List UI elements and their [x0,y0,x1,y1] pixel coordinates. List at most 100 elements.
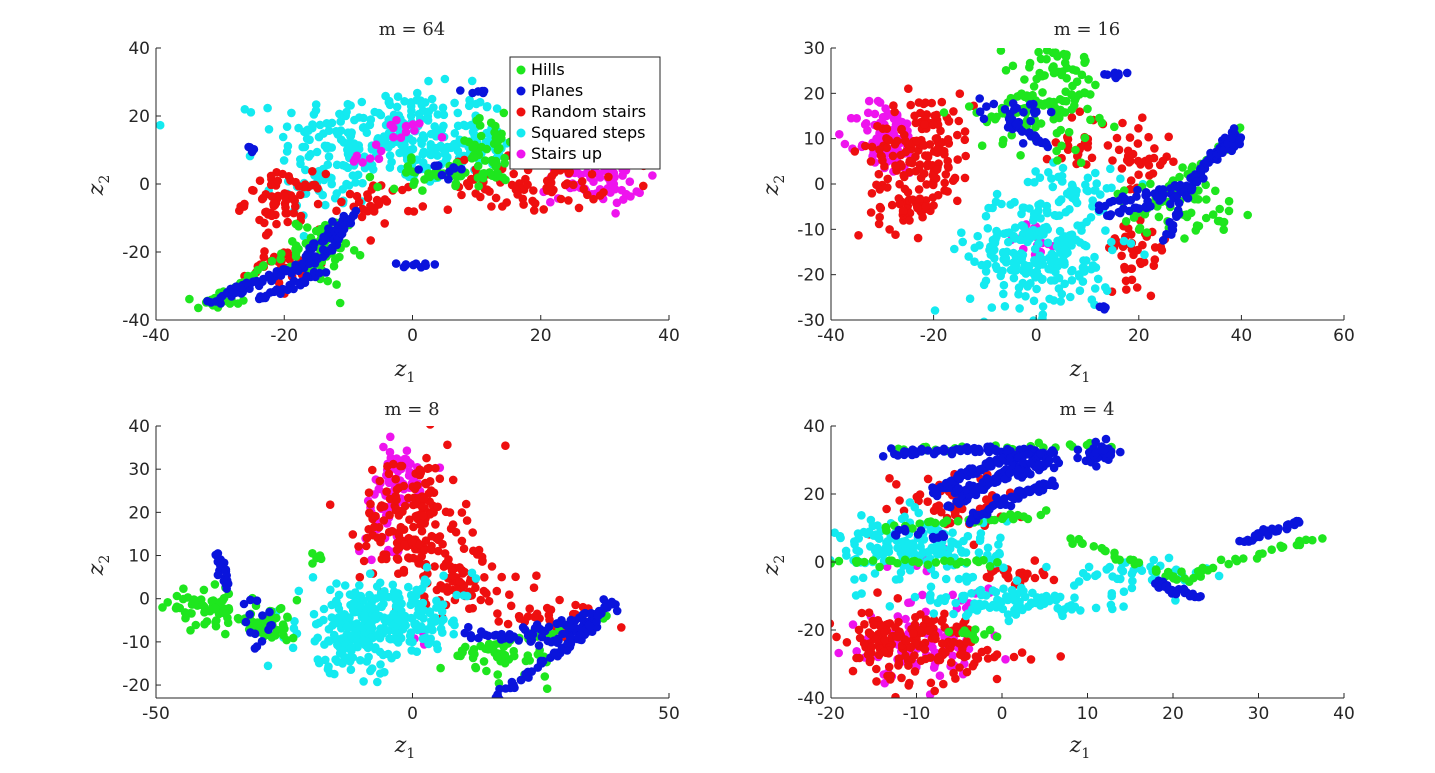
point-random-stairs [943,187,952,196]
point-planes [1274,524,1283,533]
point-random-stairs [874,169,884,179]
point-random-stairs [928,120,938,130]
point-stairs-up [918,590,927,600]
point-planes [1091,437,1100,447]
point-squared-steps [1022,322,1031,331]
point-hills [1071,66,1081,75]
point-squared-steps [416,586,425,595]
point-random-stairs [398,185,407,195]
point-random-stairs [491,193,501,203]
point-squared-steps [1069,581,1079,590]
x-tick-label: 0 [1031,326,1042,346]
point-random-stairs [887,200,897,210]
point-random-stairs [899,171,908,180]
point-random-stairs [1009,652,1019,662]
point-hills [473,161,483,171]
point-hills [868,556,878,565]
point-squared-steps [1083,186,1093,196]
point-squared-steps [994,540,1003,549]
point-hills [931,558,941,567]
point-squared-steps [385,151,395,160]
point-squared-steps [914,508,923,518]
point-random-stairs [947,658,956,667]
point-squared-steps [357,97,367,107]
point-squared-steps [430,122,440,131]
point-random-stairs [1049,575,1059,585]
point-squared-steps [1019,222,1029,232]
point-planes [992,477,1002,487]
point-planes [245,610,254,619]
point-hills [977,141,987,150]
point-random-stairs [904,84,913,93]
point-squared-steps [416,622,426,631]
point-squared-steps [881,543,891,552]
point-hills [1008,61,1018,71]
point-squared-steps [1044,595,1053,605]
point-squared-steps [973,231,982,241]
point-squared-steps [1009,273,1019,283]
point-squared-steps [930,545,939,554]
point-hills [834,556,844,566]
point-random-stairs [546,182,555,191]
point-squared-steps [327,613,337,622]
point-squared-steps [332,160,342,170]
point-squared-steps [407,145,417,154]
point-random-stairs [487,202,496,211]
point-squared-steps [359,596,368,605]
point-hills [1091,80,1100,90]
point-random-stairs [960,173,970,183]
point-hills [491,133,501,143]
point-random-stairs [895,496,904,505]
point-squared-steps [951,598,960,608]
point-hills [210,580,220,589]
point-random-stairs [262,207,271,217]
x-tick-label: -10 [903,704,931,724]
point-random-stairs [956,650,965,659]
y-tick-label: -20 [122,243,150,263]
point-squared-steps [405,637,415,646]
point-planes [1050,481,1059,491]
point-planes [1111,72,1120,81]
point-squared-steps [1038,302,1048,311]
point-squared-steps [996,533,1005,543]
point-planes [970,443,979,453]
point-planes [391,259,401,268]
point-squared-steps [1014,290,1023,299]
point-hills [282,635,291,645]
point-squared-steps [387,139,397,149]
point-squared-steps [950,244,959,254]
point-stairs-up [379,442,388,452]
point-squared-steps [896,568,906,577]
x-tick-label: 40 [1333,704,1355,724]
point-random-stairs [872,664,881,674]
point-squared-steps [1070,602,1080,611]
point-squared-steps [350,115,359,125]
point-random-stairs [462,516,472,525]
point-squared-steps [342,614,352,623]
point-random-stairs [392,504,401,514]
point-squared-steps [961,548,971,557]
point-random-stairs [574,203,584,213]
point-stairs-up [860,120,870,129]
point-random-stairs [366,201,375,211]
point-random-stairs [240,199,249,209]
point-squared-steps [970,257,979,267]
point-squared-steps [980,317,988,320]
x-tick-label: 0 [997,704,1008,724]
y-tick-label: -40 [797,689,825,709]
point-random-stairs [891,692,900,698]
point-random-stairs [1145,171,1154,180]
point-squared-steps [1047,265,1056,274]
point-squared-steps [346,665,356,674]
point-squared-steps [1036,199,1045,208]
point-stairs-up [935,671,945,680]
point-squared-steps [338,646,348,655]
point-random-stairs [930,686,939,696]
point-hills [1067,90,1076,99]
point-random-stairs [867,189,877,198]
point-random-stairs [412,512,421,522]
point-squared-steps [312,147,322,157]
point-random-stairs [905,156,915,166]
x-axis-label-m16: z1 [1069,357,1091,386]
point-stairs-up [625,177,635,186]
